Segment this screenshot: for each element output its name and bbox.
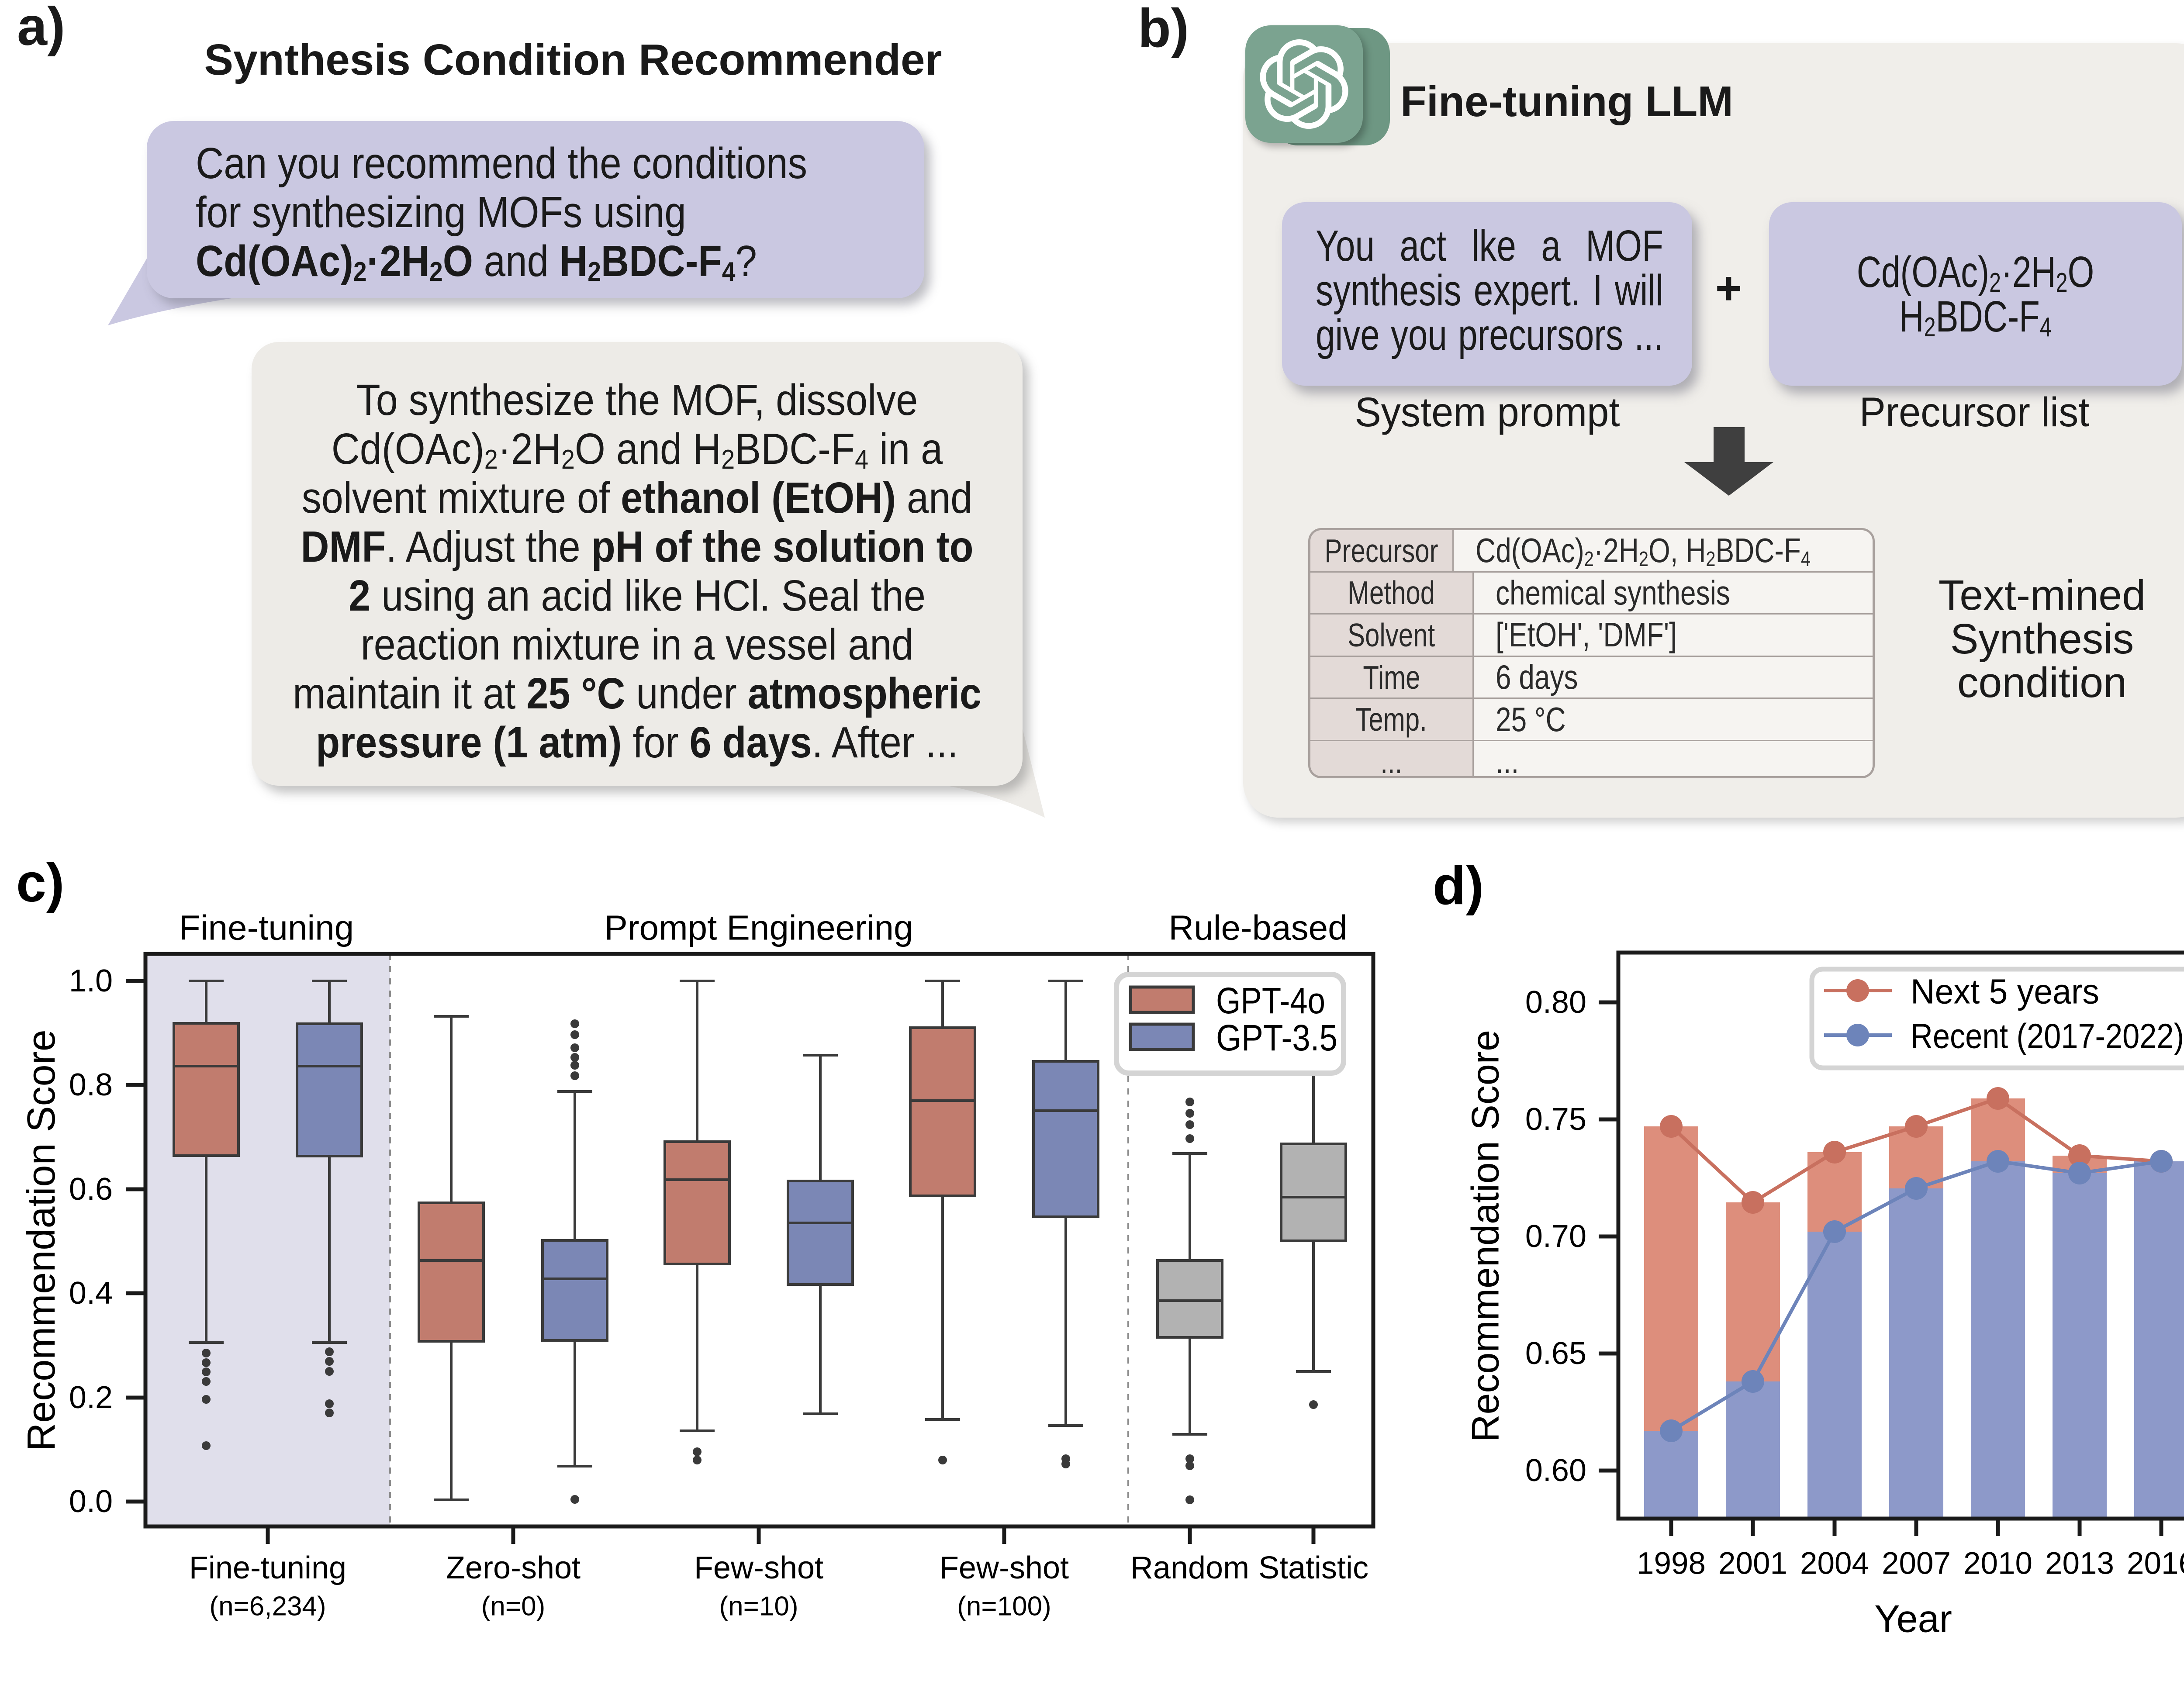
svg-text:2016: 2016 <box>2127 1547 2184 1581</box>
svg-text:2001: 2001 <box>1718 1547 1787 1581</box>
svg-text:Recent (2017-2022): Recent (2017-2022) <box>1911 1017 2184 1056</box>
svg-text:0.80: 0.80 <box>1525 985 1586 1020</box>
svg-text:(n=10): (n=10) <box>719 1592 798 1622</box>
svg-text:Recommendation Score: Recommendation Score <box>1464 1030 1507 1442</box>
svg-text:c): c) <box>16 853 64 913</box>
svg-text:d): d) <box>1433 856 1484 916</box>
svg-text:0.75: 0.75 <box>1525 1102 1586 1137</box>
svg-text:Year: Year <box>1874 1597 1952 1640</box>
svg-text:2007: 2007 <box>1882 1547 1951 1581</box>
svg-text:Rule-based: Rule-based <box>1168 908 1347 947</box>
svg-text:0.0: 0.0 <box>69 1484 113 1519</box>
svg-text:GPT-3.5: GPT-3.5 <box>1216 1017 1337 1058</box>
svg-text:(n=100): (n=100) <box>957 1592 1051 1622</box>
svg-text:Few-shot: Few-shot <box>940 1550 1069 1585</box>
svg-text:Recommendation Score: Recommendation Score <box>20 1029 63 1451</box>
svg-text:1998: 1998 <box>1637 1547 1706 1581</box>
svg-text:Few-shot: Few-shot <box>694 1550 823 1585</box>
svg-text:1.0: 1.0 <box>69 963 113 998</box>
svg-text:Fine-tuning: Fine-tuning <box>189 1550 346 1585</box>
svg-text:Fine-tuning: Fine-tuning <box>179 908 354 947</box>
svg-text:Statistic: Statistic <box>1258 1550 1368 1585</box>
svg-text:(n=6,234): (n=6,234) <box>209 1592 326 1622</box>
svg-text:0.4: 0.4 <box>69 1276 113 1311</box>
svg-text:0.65: 0.65 <box>1525 1336 1586 1371</box>
svg-text:0.60: 0.60 <box>1525 1453 1586 1488</box>
svg-text:2013: 2013 <box>2045 1547 2114 1581</box>
svg-text:Random: Random <box>1130 1550 1249 1585</box>
svg-text:0.70: 0.70 <box>1525 1219 1586 1254</box>
svg-text:0.2: 0.2 <box>69 1380 113 1415</box>
svg-text:Prompt Engineering: Prompt Engineering <box>604 908 913 947</box>
svg-text:Next 5 years: Next 5 years <box>1911 972 2099 1011</box>
svg-text:2010: 2010 <box>1963 1547 2032 1581</box>
svg-text:GPT-4o: GPT-4o <box>1216 980 1325 1021</box>
svg-text:0.6: 0.6 <box>69 1172 113 1207</box>
svg-text:0.8: 0.8 <box>69 1067 113 1102</box>
svg-text:2004: 2004 <box>1800 1547 1869 1581</box>
svg-text:(n=0): (n=0) <box>481 1592 545 1622</box>
svg-text:Zero-shot: Zero-shot <box>446 1550 581 1585</box>
